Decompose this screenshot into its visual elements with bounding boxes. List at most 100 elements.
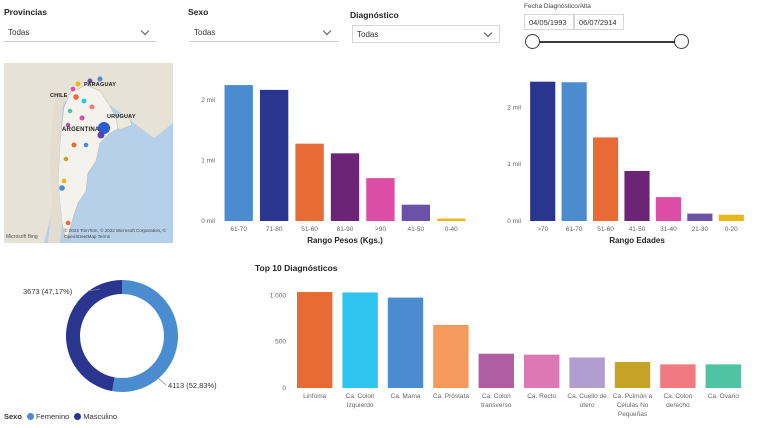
bar [259,89,289,221]
x-tick-label: 51-60 [301,226,318,233]
x-tick-label: Ca. Ovario [708,393,739,400]
legend-dot [74,413,82,420]
sexo-title: Sexo [188,7,209,17]
leader-line [87,288,101,292]
fecha-title: Fecha Diagnóstico/Alta [524,3,591,10]
bar [530,81,556,221]
x-tick-label: >70 [537,226,548,233]
bar [523,354,560,388]
chile-land [48,93,64,243]
y-tick-label: 1 mil [507,161,521,168]
y-tick-label: 500 [275,339,286,346]
bar [330,153,360,221]
provincias-slicer: Provincias [4,7,156,17]
map-label-argentina: ARGENTINA [62,127,100,133]
x-tick-label: 51-60 [597,226,614,233]
map-bubble [71,142,77,148]
map-bubble [98,122,110,134]
x-tick-label: 21-30 [692,226,709,233]
diagnostico-slicer: Diagnóstico [350,10,500,20]
bar [718,214,744,221]
donut-label-masculino: 3673 (47,17%) [23,287,73,296]
legend-item-masculino[interactable]: Masculino [74,412,117,421]
legend-label-masculino: Masculino [83,412,118,421]
legend-title: Sexo [4,412,22,421]
x-tick-label: Linfoma [303,393,327,400]
sexo-donut-chart: 3673 (47,17%) 4113 (52,83%) [0,270,230,410]
bar [296,292,333,388]
x-tick-label: Ca. Mama [391,393,421,400]
map-bubble [75,81,81,87]
x-tick-label: Ca. Colon derecho [663,393,692,409]
x-tick-label: Ca. Próstata [433,393,470,400]
map-bubble [59,185,65,191]
provincias-value: Todas [8,28,30,37]
map-copyright: © 2022 TomTom, © 2022 Microsoft Corporat… [64,228,166,239]
sexo-slicer: Sexo [188,7,338,17]
map-label-chile: CHILE [50,93,68,99]
x-tick-label: Ca. Recto [527,393,556,400]
provincias-dropdown[interactable]: Todas [4,24,156,42]
y-tick-label: 0 mil [507,218,521,225]
y-tick-label: 1.000 [270,292,287,299]
bar [561,82,587,221]
top10-chart-svg: 0 500 1.000 Linfoma Ca. Colon Izquierdo Ca. Ma… [270,292,742,418]
x-tick-label: Ca. Colon transverso [481,393,512,409]
bar [614,362,651,388]
bar [295,143,324,221]
map-bubble [63,156,69,162]
chevron-down-icon [140,26,150,36]
x-tick-label: 0-20 [725,226,738,233]
diagnostico-dropdown[interactable]: Todas [352,25,500,43]
date-slider-start-handle[interactable] [525,34,540,49]
bar [569,357,605,388]
map-label-uruguay: URUGUAY [107,114,136,120]
fecha-end-input[interactable]: 06/07/2914 [574,14,624,30]
peso-chart-svg: 0 mil 1 mil 2 mil 61-70 71-80 51-60 81-90 >90 41… [201,85,466,245]
x-tick-label: 71-80 [266,226,283,233]
bar [366,178,395,221]
date-slider-track[interactable] [533,41,681,43]
bar [224,85,253,221]
y-tick-label: 2 mil [201,97,215,104]
top10-chart: 0 500 1.000 Linfoma Ca. Colon Izquierdo Ca. Ma… [250,278,755,428]
map-bubble [97,131,105,139]
y-tick-label: 0 mil [201,218,215,225]
x-axis-title: Rango Edades [609,236,665,245]
map-bubble [87,78,93,84]
bar [387,297,424,388]
sexo-value: Todas [194,28,216,37]
bar [593,137,619,221]
legend-label-femenino: Femenino [35,412,70,421]
x-tick-label: 0-40 [445,226,458,233]
bar [437,218,466,221]
x-tick-label: 61-70 [566,226,583,233]
legend-item-femenino[interactable]: Femenino [26,412,70,421]
x-tick-label: 31-40 [660,226,677,233]
bar [478,353,515,388]
date-slider-end-handle[interactable] [674,34,689,49]
donut-slice [112,280,178,392]
y-tick-label: 0 [282,385,286,392]
neighbor-land [4,63,173,243]
map-bubble [65,122,71,128]
top10-title: Top 10 Diagnósticos [255,263,338,273]
x-tick-label: Ca. Pulmón a Células No Pequeñas [613,393,653,418]
province-map[interactable]: CHILE PARAGUAY ARGENTINA URUGUAY Microso… [4,63,173,243]
donut-svg [65,280,178,392]
edad-chart-svg: 0 mil 1 mil 2 mil >70 61-70 51-60 41-50 31-40 21… [507,81,744,245]
map-bubble [81,98,87,104]
map-bubble [79,115,85,121]
map-bubble [83,142,89,148]
bar [655,197,681,221]
map-bubble [67,108,73,114]
map-bubble [97,76,103,82]
uruguay-land [115,114,133,130]
fecha-start-input[interactable]: 04/05/1993 [524,14,574,30]
sexo-dropdown[interactable]: Todas [190,24,338,42]
donut-slice [65,280,122,392]
legend-dot [26,413,34,420]
map-bubble [61,178,67,184]
chevron-down-icon [322,26,332,36]
x-axis-title: Rango Pesos (Kgs.) [307,236,383,245]
